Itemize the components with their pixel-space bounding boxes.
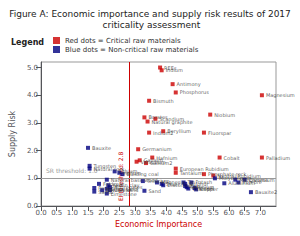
- svg-text:Aluminium: Aluminium: [228, 180, 255, 186]
- svg-text:Red dots = Critical raw materi: Red dots = Critical raw materials: [65, 37, 181, 45]
- svg-text:Antimony: Antimony: [177, 81, 201, 88]
- svg-text:4.0: 4.0: [27, 91, 38, 99]
- svg-text:Beryllium: Beryllium: [167, 128, 191, 135]
- svg-text:Indium: Indium: [166, 67, 183, 73]
- svg-text:Figure A: Economic importance: Figure A: Economic importance and supply…: [9, 9, 291, 19]
- svg-text:Fluorspar: Fluorspar: [208, 130, 232, 137]
- svg-text:7.0: 7.0: [255, 209, 266, 217]
- svg-text:2.0: 2.0: [27, 147, 38, 155]
- svg-text:Tellurium: Tellurium: [146, 178, 170, 185]
- svg-text:0.0: 0.0: [35, 209, 46, 217]
- svg-text:Niobium: Niobium: [214, 112, 235, 118]
- svg-text:Magnesium: Magnesium: [266, 92, 295, 99]
- svg-text:Blue dots = Non-critical raw m: Blue dots = Non-critical raw materials: [65, 46, 199, 54]
- svg-text:Gallium2: Gallium2: [150, 160, 172, 166]
- svg-text:Tantalum: Tantalum: [179, 170, 203, 176]
- svg-text:1.5: 1.5: [82, 209, 93, 217]
- svg-text:Building coal: Building coal: [126, 171, 159, 178]
- svg-text:1.0: 1.0: [67, 209, 78, 217]
- svg-text:6.5: 6.5: [239, 209, 250, 217]
- svg-text:2.5: 2.5: [114, 209, 125, 217]
- svg-text:Hafnium: Hafnium: [156, 154, 178, 161]
- svg-text:Bismuth: Bismuth: [153, 98, 174, 104]
- svg-text:3.5: 3.5: [145, 209, 156, 217]
- svg-text:Economic Importance: Economic Importance: [115, 220, 202, 229]
- svg-text:Phosphorus: Phosphorus: [180, 89, 209, 96]
- svg-text:5.0: 5.0: [192, 209, 203, 217]
- svg-text:1.0: 1.0: [27, 174, 38, 182]
- svg-text:European Rubidium: European Rubidium: [179, 165, 229, 172]
- svg-text:Sand: Sand: [148, 188, 161, 194]
- svg-text:4.0: 4.0: [161, 209, 172, 217]
- svg-text:criticality assessment: criticality assessment: [100, 20, 201, 30]
- svg-text:2.0: 2.0: [98, 209, 109, 217]
- svg-text:Supply Risk: Supply Risk: [8, 110, 17, 157]
- svg-text:Natural cork: Natural cork: [93, 165, 125, 172]
- svg-text:3.0: 3.0: [27, 119, 38, 127]
- svg-text:Natural graphite: Natural graphite: [152, 119, 193, 126]
- svg-text:Bauxite2: Bauxite2: [255, 189, 277, 195]
- svg-text:Legend: Legend: [11, 38, 44, 47]
- svg-text:Cobalt: Cobalt: [224, 155, 240, 161]
- svg-text:Copper: Copper: [200, 186, 219, 193]
- svg-text:Bauxite: Bauxite: [92, 145, 111, 151]
- svg-text:Indium2: Indium2: [153, 129, 174, 136]
- svg-text:0.5: 0.5: [51, 209, 62, 217]
- svg-text:Sand2: Sand2: [98, 188, 115, 195]
- svg-text:Limestone: Limestone: [111, 191, 137, 197]
- svg-text:3.0: 3.0: [129, 209, 140, 217]
- svg-text:Palladium: Palladium: [266, 155, 290, 161]
- svg-text:SR threshold: 1.0: SR threshold: 1.0: [46, 167, 98, 174]
- svg-text:6.0: 6.0: [223, 209, 234, 217]
- svg-text:5.0: 5.0: [27, 64, 38, 72]
- svg-text:Diatomite: Diatomite: [167, 182, 192, 189]
- svg-text:4.5: 4.5: [176, 209, 187, 217]
- svg-text:Germanium: Germanium: [142, 146, 172, 152]
- svg-text:0.0: 0.0: [26, 202, 38, 210]
- svg-text:5.5: 5.5: [208, 209, 219, 217]
